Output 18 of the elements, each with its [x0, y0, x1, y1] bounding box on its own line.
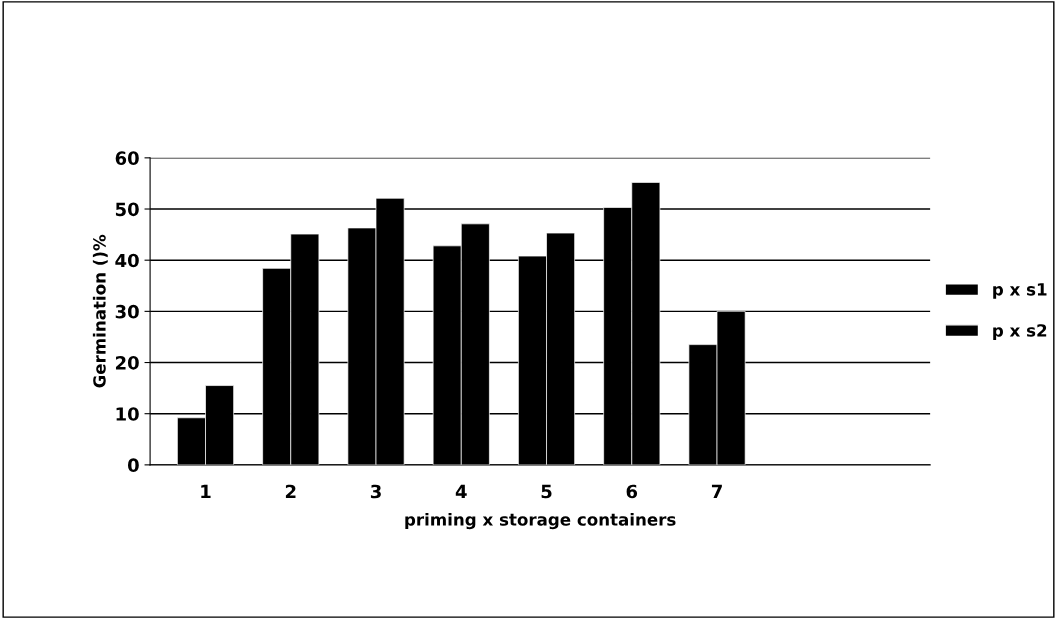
legend-label: p x s1 [993, 283, 1047, 299]
x-tick-label: 4 [455, 484, 467, 499]
y-tick-label: 20 [115, 355, 139, 370]
y-tick-label: 50 [115, 202, 139, 217]
x-tick-label: 2 [285, 484, 296, 499]
y-tick-label: 10 [116, 407, 139, 421]
x-tick-label: 5 [541, 484, 552, 499]
y-tick-label: 0 [127, 458, 139, 472]
x-tick-label: 6 [626, 484, 638, 499]
y-tick-label: 40 [115, 253, 139, 268]
legend-label: p x s2 [993, 324, 1047, 340]
x-tick-label: 1 [201, 484, 211, 499]
x-axis-title: priming x storage containers [405, 512, 676, 530]
y-axis-title: Germination ()% [92, 234, 108, 388]
x-tick-label: 3 [370, 484, 381, 499]
y-tick-label: 30 [115, 304, 139, 319]
x-tick-label: 7 [711, 484, 722, 499]
y-tick-label: 60 [115, 151, 139, 165]
